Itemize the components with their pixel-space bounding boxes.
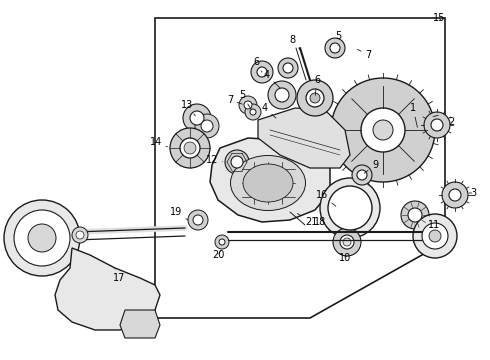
Circle shape bbox=[245, 104, 261, 120]
Polygon shape bbox=[155, 18, 445, 318]
Circle shape bbox=[72, 227, 88, 243]
Text: 4: 4 bbox=[264, 70, 280, 88]
Circle shape bbox=[170, 128, 210, 168]
Text: 2: 2 bbox=[448, 117, 454, 127]
Text: 17: 17 bbox=[113, 268, 125, 283]
Text: 7: 7 bbox=[227, 95, 243, 105]
Circle shape bbox=[201, 120, 213, 132]
Text: 19: 19 bbox=[170, 207, 188, 220]
Text: 11: 11 bbox=[428, 215, 440, 230]
Circle shape bbox=[297, 80, 333, 116]
Circle shape bbox=[268, 81, 296, 109]
Ellipse shape bbox=[230, 156, 305, 211]
Circle shape bbox=[325, 38, 345, 58]
Polygon shape bbox=[210, 138, 330, 222]
Text: 12: 12 bbox=[206, 155, 222, 165]
Text: 21: 21 bbox=[297, 213, 318, 227]
Circle shape bbox=[190, 111, 204, 125]
Text: 10: 10 bbox=[339, 253, 351, 263]
Text: 18: 18 bbox=[314, 217, 330, 232]
Text: 1: 1 bbox=[410, 103, 417, 127]
Circle shape bbox=[275, 88, 289, 102]
Circle shape bbox=[231, 156, 243, 168]
Text: 15: 15 bbox=[433, 13, 445, 23]
Circle shape bbox=[408, 208, 422, 222]
Text: 5: 5 bbox=[335, 31, 341, 45]
Circle shape bbox=[424, 112, 450, 138]
Text: 16: 16 bbox=[316, 190, 336, 206]
Circle shape bbox=[28, 224, 56, 252]
Circle shape bbox=[320, 178, 380, 238]
Circle shape bbox=[352, 165, 372, 185]
Circle shape bbox=[343, 238, 351, 246]
Text: 6: 6 bbox=[254, 57, 262, 72]
Circle shape bbox=[283, 63, 293, 73]
Text: 8: 8 bbox=[289, 35, 300, 50]
Text: 13: 13 bbox=[181, 100, 196, 116]
Circle shape bbox=[239, 96, 257, 114]
Circle shape bbox=[225, 150, 249, 174]
Circle shape bbox=[193, 215, 203, 225]
Text: 20: 20 bbox=[212, 250, 224, 260]
Circle shape bbox=[184, 142, 196, 154]
Ellipse shape bbox=[243, 164, 293, 202]
Circle shape bbox=[422, 223, 448, 249]
Circle shape bbox=[357, 170, 367, 180]
Circle shape bbox=[328, 186, 372, 230]
Text: 7: 7 bbox=[357, 49, 371, 60]
Circle shape bbox=[310, 93, 320, 103]
Circle shape bbox=[429, 230, 441, 242]
Circle shape bbox=[183, 104, 211, 132]
Circle shape bbox=[244, 101, 252, 109]
Circle shape bbox=[306, 89, 324, 107]
Circle shape bbox=[340, 235, 354, 249]
Polygon shape bbox=[5, 215, 80, 265]
Circle shape bbox=[361, 108, 405, 152]
Circle shape bbox=[449, 189, 461, 201]
Circle shape bbox=[333, 228, 361, 256]
Circle shape bbox=[188, 210, 208, 230]
Circle shape bbox=[180, 138, 200, 158]
Text: 5: 5 bbox=[239, 90, 251, 110]
Circle shape bbox=[330, 43, 340, 53]
Circle shape bbox=[431, 119, 443, 131]
Circle shape bbox=[278, 58, 298, 78]
Polygon shape bbox=[258, 108, 350, 168]
Text: 14: 14 bbox=[150, 137, 168, 147]
Circle shape bbox=[442, 182, 468, 208]
Circle shape bbox=[195, 114, 219, 138]
Circle shape bbox=[76, 231, 84, 239]
Text: 9: 9 bbox=[364, 160, 378, 173]
Circle shape bbox=[373, 120, 393, 140]
Circle shape bbox=[219, 239, 225, 245]
Circle shape bbox=[250, 109, 256, 115]
Circle shape bbox=[401, 201, 429, 229]
Circle shape bbox=[251, 61, 273, 83]
Circle shape bbox=[215, 235, 229, 249]
Circle shape bbox=[14, 210, 70, 266]
Text: 4: 4 bbox=[262, 103, 276, 118]
Text: 3: 3 bbox=[469, 188, 476, 198]
Circle shape bbox=[257, 67, 267, 77]
Polygon shape bbox=[120, 310, 160, 338]
Polygon shape bbox=[55, 248, 160, 330]
Circle shape bbox=[331, 78, 435, 182]
Text: 6: 6 bbox=[314, 75, 320, 95]
Circle shape bbox=[413, 214, 457, 258]
Circle shape bbox=[4, 200, 80, 276]
